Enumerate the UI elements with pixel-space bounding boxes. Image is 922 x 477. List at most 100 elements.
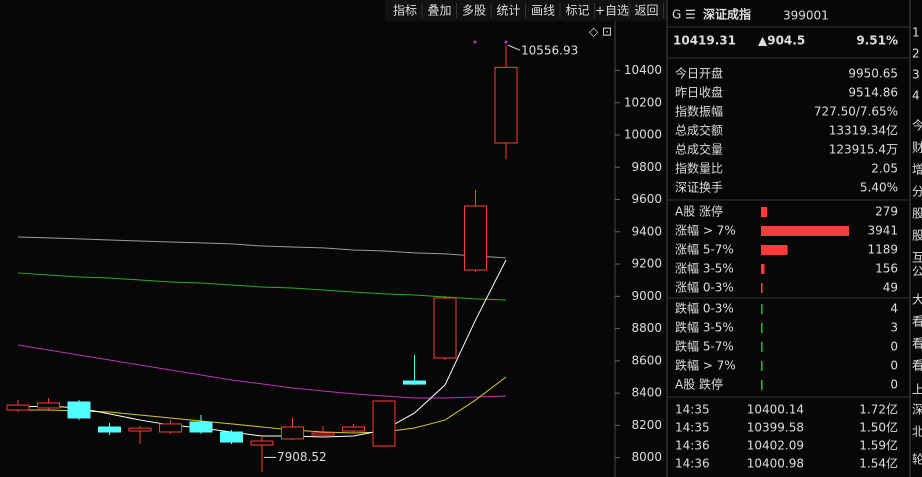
tick-volume: 1.54亿 — [859, 456, 898, 471]
stat-value: 9514.86 — [848, 86, 898, 100]
tick-price: 10400.98 — [747, 457, 804, 471]
breadth-value: 1189 — [867, 243, 898, 257]
breadth-label: 跌幅 3-5% — [675, 320, 734, 335]
breadth-value: 0 — [890, 378, 898, 392]
candle-body — [220, 431, 243, 443]
y-tick-label: 8000 — [631, 450, 662, 464]
tick-price: 10402.09 — [747, 439, 804, 453]
y-tick-label: 10200 — [624, 95, 662, 109]
ma-line — [17, 344, 507, 399]
stat-label: 总成交量 — [675, 142, 723, 157]
breadth-bar — [761, 245, 788, 255]
breadth-label: 涨幅 3-5% — [675, 261, 734, 276]
breadth-label: A股 涨停 — [675, 204, 723, 219]
toolbar-button[interactable]: 画线 — [531, 4, 555, 18]
y-tick-label: 9800 — [631, 160, 662, 174]
side-item[interactable]: 看 — [912, 359, 922, 373]
candle-body — [494, 66, 518, 144]
y-tick-label: 10400 — [624, 63, 662, 77]
breadth-label: 跌幅 > 7% — [675, 358, 736, 373]
side-item[interactable]: 上 — [912, 383, 922, 397]
candle-body — [372, 400, 396, 447]
icon[interactable]: ⊡ — [602, 25, 612, 39]
toolbar-button[interactable]: +自选 — [595, 4, 629, 18]
side-item[interactable]: 股 — [912, 207, 922, 221]
breadth-label: 跌幅 5-7% — [675, 339, 734, 354]
candle-body — [37, 402, 60, 409]
breadth-label: A股 跌停 — [675, 377, 723, 392]
breadth-bar — [761, 304, 763, 314]
side-item[interactable]: 2 — [912, 47, 920, 61]
stat-value: 2.05 — [871, 162, 898, 176]
y-tick-label: 9600 — [631, 192, 662, 206]
y-tick-label: 8400 — [631, 386, 662, 400]
tick-time: 14:35 — [675, 421, 710, 435]
side-item[interactable]: 互 — [912, 251, 922, 265]
side-item[interactable]: 公 — [912, 265, 922, 279]
breadth-label: 跌幅 0-3% — [675, 301, 734, 316]
index-code: 399001 — [783, 9, 829, 23]
side-item[interactable]: 深 — [912, 403, 922, 417]
breadth-bar — [761, 283, 763, 293]
candle-body — [67, 401, 91, 419]
menu-icon[interactable]: ☰ — [685, 8, 696, 22]
side-item[interactable]: 3 — [912, 68, 920, 82]
candle-body — [98, 426, 121, 433]
candle-body — [159, 423, 182, 433]
side-item[interactable]: 大 — [912, 293, 922, 307]
ma-line — [17, 259, 507, 438]
candle-body — [464, 205, 487, 271]
side-item[interactable]: 今 — [912, 118, 922, 133]
side-item[interactable]: 财 — [912, 141, 922, 155]
header-icon: G — [672, 8, 681, 22]
side-item[interactable]: 股 — [912, 229, 922, 243]
ma-line — [17, 272, 507, 301]
side-item[interactable]: 看 — [912, 315, 922, 329]
ma-line — [17, 236, 507, 259]
candle-body — [403, 380, 426, 385]
side-item[interactable]: 看 — [912, 337, 922, 351]
stat-label: 昨日收盘 — [675, 85, 723, 100]
candle-body — [189, 421, 213, 433]
breadth-value: 0 — [890, 340, 898, 354]
icon[interactable]: ◇ — [589, 25, 599, 39]
side-item[interactable]: 分 — [912, 185, 922, 199]
stat-label: 指数量比 — [675, 161, 723, 176]
stat-label: 指数振幅 — [675, 104, 723, 119]
marker — [473, 40, 477, 44]
breadth-value: 4 — [890, 302, 898, 316]
breadth-bar — [761, 264, 765, 274]
tick-price: 10399.58 — [747, 421, 804, 435]
toolbar-button[interactable]: 指标 — [393, 3, 417, 18]
candle-body — [250, 440, 274, 446]
toolbar-button[interactable]: 叠加 — [427, 4, 451, 18]
y-tick-label: 8600 — [631, 353, 662, 367]
breadth-bar — [761, 323, 763, 333]
price: 10419.31 — [673, 34, 736, 48]
y-tick-label: 9000 — [631, 289, 662, 303]
side-item[interactable]: 4 — [912, 89, 920, 103]
toolbar-button[interactable]: 标记 — [565, 4, 589, 18]
y-tick-label: 8200 — [631, 418, 662, 432]
high-arrow — [507, 44, 521, 51]
candle-body — [342, 426, 365, 432]
side-item[interactable]: 北 — [912, 425, 922, 439]
high-label: 10556.93 — [521, 44, 578, 58]
side-item[interactable]: 增 — [912, 163, 922, 177]
tick-time: 14:36 — [675, 439, 710, 453]
toolbar-button[interactable]: 统计 — [496, 4, 520, 18]
toolbar-button[interactable]: 返回 — [634, 4, 658, 18]
side-item[interactable]: 1 — [912, 26, 920, 40]
toolbar-button[interactable]: 多股 — [462, 4, 486, 18]
y-tick-label: 8800 — [631, 321, 662, 335]
index-name: 深证成指 — [703, 7, 751, 22]
stat-value: 13319.34亿 — [829, 123, 898, 138]
change-pct: 9.51% — [856, 34, 898, 48]
side-item[interactable]: 轮 — [912, 453, 922, 467]
breadth-label: 涨幅 5-7% — [675, 242, 734, 257]
tick-time: 14:35 — [675, 403, 710, 417]
breadth-label: 涨幅 0-3% — [675, 280, 734, 295]
breadth-value: 3 — [890, 321, 898, 335]
y-tick-label: 9400 — [631, 224, 662, 238]
